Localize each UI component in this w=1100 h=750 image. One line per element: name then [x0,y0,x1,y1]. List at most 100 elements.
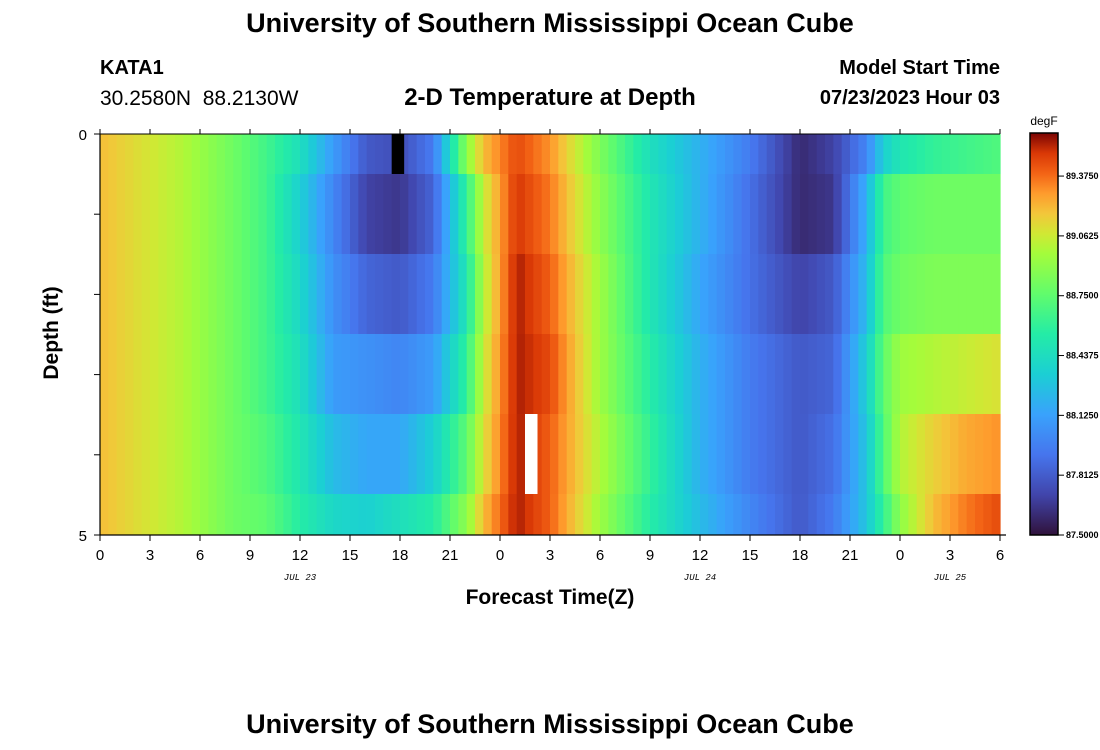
heatmap-cell [191,174,201,254]
heatmap-cell [291,174,301,254]
heatmap-cell [883,254,893,334]
heatmap-cell [133,174,143,254]
heatmap-cell [475,414,484,494]
heatmap-cell [466,254,476,334]
heatmap-cell [166,134,176,174]
heatmap-cell [858,414,868,494]
heatmap-cell [725,134,734,174]
heatmap-cell [750,414,759,494]
heatmap-cell [433,414,443,494]
heatmap-cell [250,134,259,174]
heatmap-cell [433,494,443,535]
heatmap-cell [766,134,776,174]
heatmap-cell [725,254,734,334]
heatmap-cell [175,254,184,334]
heatmap-cell [533,254,543,334]
heatmap-cell [466,174,476,254]
heatmap-cell [733,134,743,174]
heatmap-cell [766,334,776,414]
heatmap-cell [141,494,151,535]
heatmap-cell [275,174,284,254]
heatmap-cell [616,334,626,414]
missing-data-cell [391,134,405,174]
heatmap-cell [675,254,684,334]
heatmap-cell [391,174,401,254]
heatmap-cell [516,174,526,254]
heatmap-cell [783,134,793,174]
heatmap-cell [766,254,776,334]
heatmap-cell [591,174,601,254]
heatmap-cell [308,414,318,494]
heatmap-cell [925,334,934,414]
heatmap-cell [583,414,593,494]
heatmap-cell [508,414,518,494]
heatmap-cell [225,414,234,494]
heatmap-cell [350,174,359,254]
heatmap-cell [808,334,818,414]
heatmap-cell [375,334,384,414]
heatmap-cell [950,254,959,334]
heatmap-cell [466,414,476,494]
heatmap-cell [850,174,859,254]
heatmap-cell [983,174,993,254]
heatmap-cell [683,174,693,254]
heatmap-cell [541,254,551,334]
heatmap-cell [733,334,743,414]
heatmap-cell [241,494,251,535]
heatmap-cell [241,334,251,414]
heatmap-cell [633,494,643,535]
heatmap-cell [900,494,909,535]
heatmap-cell [858,254,868,334]
heatmap-cell [458,414,468,494]
heatmap-cell [283,134,293,174]
heatmap-cell [308,254,318,334]
heatmap-cell [116,414,126,494]
heatmap-cell [125,414,134,494]
heatmap-cell [891,334,901,414]
heatmap-cell [200,334,209,414]
heatmap-cell [133,334,143,414]
heatmap-cell [933,414,943,494]
heatmap-cell [408,414,418,494]
heatmap-cell [125,254,134,334]
heatmap-cell [583,134,593,174]
heatmap-cell [658,174,668,254]
heatmap-cell [541,494,551,535]
heatmap-cell [633,174,643,254]
heatmap-cell [233,494,243,535]
heatmap-cell [175,414,184,494]
heatmap-cell [683,254,693,334]
heatmap-cell [450,134,459,174]
heatmap-cell [825,134,834,174]
heatmap-cell [441,414,451,494]
heatmap-cell [658,494,668,535]
heatmap-cell [516,254,526,334]
heatmap-cell [333,174,343,254]
heatmap-cell [691,334,701,414]
heatmap-cell [516,494,526,535]
heatmap-cell [958,174,968,254]
heatmap-cell [841,174,851,254]
heatmap-cell [433,134,443,174]
heatmap-cell [783,414,793,494]
heatmap-cell [441,334,451,414]
heatmap-cell [341,494,351,535]
heatmap-cell [650,254,659,334]
heatmap-cell [708,334,718,414]
heatmap-cell [200,134,209,174]
heatmap-cell [108,174,118,254]
heatmap-cell [308,174,318,254]
x-tick-label: 12 [692,547,709,564]
heatmap-cell [908,134,918,174]
heatmap-cell [491,174,501,254]
heatmap-cell [291,134,301,174]
heatmap-cell [241,254,251,334]
heatmap-cell [191,494,201,535]
heatmap-cell [808,134,818,174]
heatmap-cell [116,254,126,334]
heatmap-cell [700,174,709,254]
heatmap-cell [316,334,326,414]
heatmap-cell [525,134,534,174]
heatmap-cell [941,494,951,535]
heatmap-cell [225,494,234,535]
